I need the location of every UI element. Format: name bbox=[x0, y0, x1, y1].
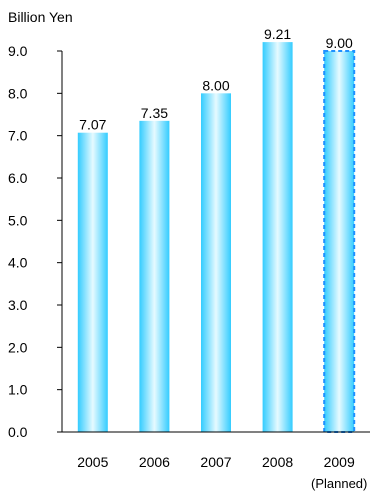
data-label-2006: 7.35 bbox=[141, 105, 168, 121]
x-tick-label-2007: 2007 bbox=[200, 454, 231, 470]
y-tick-label: 8.0 bbox=[8, 85, 28, 101]
x-tick-label-2008: 2008 bbox=[262, 454, 293, 470]
x-tick-sublabel-2009: (Planned) bbox=[311, 476, 367, 491]
data-label-2009: 9.00 bbox=[326, 35, 353, 51]
y-tick-label: 3.0 bbox=[8, 297, 28, 313]
bars bbox=[77, 42, 356, 433]
bar-2008 bbox=[262, 42, 293, 433]
data-label-2007: 8.00 bbox=[202, 77, 229, 93]
y-tick-label: 0.0 bbox=[8, 424, 28, 440]
data-label-2008: 9.21 bbox=[264, 26, 291, 42]
data-label-2005: 7.07 bbox=[79, 117, 106, 133]
y-tick-label: 5.0 bbox=[8, 212, 28, 228]
x-axis-labels: 2005 2006 2007 2008 2009 (Planned) bbox=[77, 454, 367, 491]
x-tick-label-2006: 2006 bbox=[139, 454, 170, 470]
bar-2005 bbox=[77, 132, 108, 432]
y-tick-label: 6.0 bbox=[8, 170, 28, 186]
x-tick-label-2009: 2009 bbox=[324, 454, 355, 470]
y-tick-label: 2.0 bbox=[8, 339, 28, 355]
bar-2006 bbox=[139, 120, 170, 432]
bar-2009 bbox=[323, 50, 356, 433]
y-tick-label: 4.0 bbox=[8, 255, 28, 271]
y-tick-label: 1.0 bbox=[8, 382, 28, 398]
y-axis-ticks: 0.0 1.0 2.0 3.0 4.0 5.0 6.0 7.0 8.0 9.0 bbox=[8, 43, 62, 440]
y-tick-label: 7.0 bbox=[8, 128, 28, 144]
data-labels: 7.07 7.35 8.00 9.21 9.00 bbox=[79, 26, 353, 133]
y-axis-label: Billion Yen bbox=[8, 9, 73, 25]
x-tick-label-2005: 2005 bbox=[77, 454, 108, 470]
bar-2007 bbox=[201, 93, 231, 432]
y-tick-label: 9.0 bbox=[8, 43, 28, 59]
